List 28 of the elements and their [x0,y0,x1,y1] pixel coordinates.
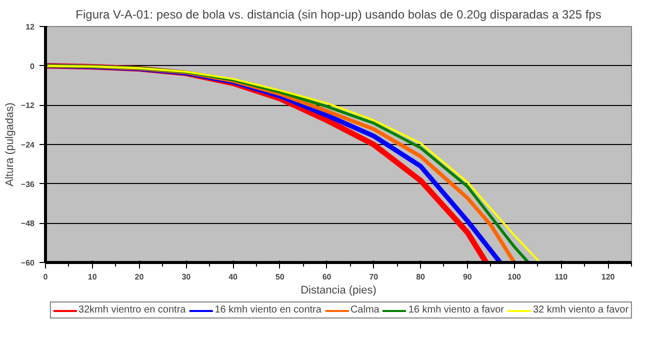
x-tick-label: 50 [275,272,285,282]
x-axis-title: Distancia (pies) [300,284,376,296]
y-axis-title: Altura (pulgadas) [4,102,16,186]
y-tick-label: −12 [20,101,36,110]
y-tick-label: −36 [20,180,36,189]
x-tick-label: 60 [322,272,332,282]
x-tick-label: 30 [182,272,192,282]
legend-label: 32 kmh viento a favor [532,304,629,316]
x-tick-label: 0 [43,272,48,282]
x-tick-label: 10 [88,272,98,282]
x-tick-label: 120 [601,272,616,282]
y-tick-label: 12 [26,22,36,32]
chart-title: Figura V-A-01: peso de bola vs. distancia (sin hop-up) usando bolas de 0.20g disparadas a 325 fps [76,8,602,22]
y-tick-label: −24 [20,140,36,150]
x-tick-label: 90 [462,272,472,282]
legend-label: Calma [350,304,380,316]
y-tick-label: 0 [30,62,36,71]
y-tick-label: −48 [20,219,36,228]
x-tick-label: 70 [369,272,379,282]
legend-label: 16 kmh viento en contra [214,304,322,316]
x-tick-label: 40 [228,272,238,282]
x-tick-label: 100 [508,272,522,282]
legend-label: 16 kmh viento a favor [408,304,504,316]
x-tick-label: 80 [416,272,426,282]
x-tick-label: 110 [554,272,568,282]
y-tick-label: −60 [20,258,36,268]
legend-label: 32kmh vientro en contra [78,304,186,316]
x-tick-label: 20 [134,272,144,282]
